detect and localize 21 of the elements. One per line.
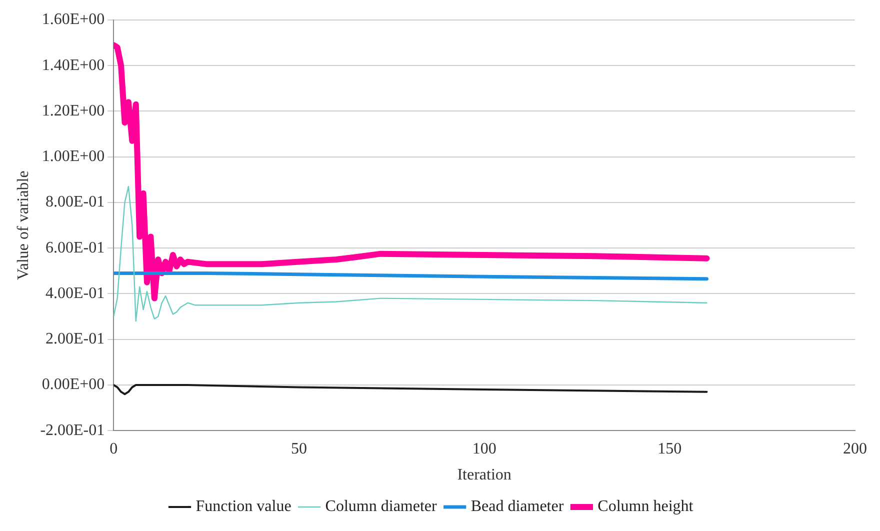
y-tick-label: 2.00E-01 bbox=[46, 330, 105, 348]
x-tick-label: 0 bbox=[110, 440, 118, 458]
x-tick-label: 200 bbox=[843, 440, 867, 458]
x-tick-label: 100 bbox=[472, 440, 496, 458]
legend-label: Bead diameter bbox=[470, 498, 564, 516]
y-axis-title: Value of variable bbox=[14, 170, 32, 280]
y-tick-label: 6.00E-01 bbox=[46, 239, 105, 256]
y-tick-label: 0.00E+00 bbox=[42, 376, 105, 394]
legend-label: Column height bbox=[598, 498, 694, 516]
legend-label: Function value bbox=[196, 498, 292, 516]
x-tick-label: 50 bbox=[290, 440, 307, 458]
x-tick-label: 150 bbox=[658, 440, 682, 458]
y-tick-label: 1.40E+00 bbox=[42, 56, 105, 74]
y-tick-label: 1.00E+00 bbox=[42, 148, 105, 166]
y-tick-label: 4.00E-01 bbox=[46, 284, 105, 302]
x-axis-title: Iteration bbox=[457, 466, 512, 484]
y-tick-label: 8.00E-01 bbox=[46, 194, 105, 211]
y-tick-label: 1.20E+00 bbox=[42, 102, 105, 120]
y-tick-label: -2.00E-01 bbox=[40, 422, 105, 439]
y-tick-label: 1.60E+00 bbox=[42, 11, 105, 28]
legend-label: Column diameter bbox=[325, 498, 438, 516]
